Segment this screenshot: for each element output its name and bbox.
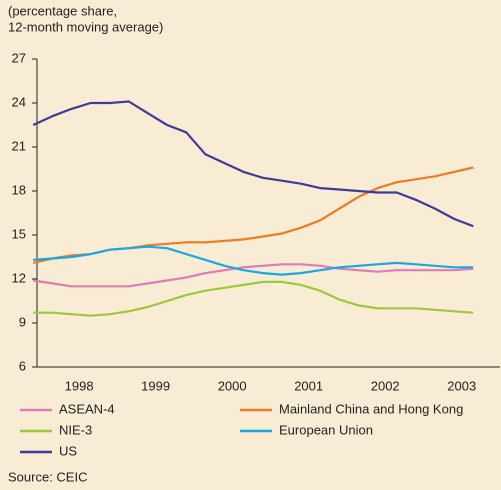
legend-label: US: [59, 443, 77, 458]
legend-label: NIE-3: [59, 422, 92, 437]
y-tick-label: 9: [19, 314, 26, 329]
x-tick-label: 1999: [141, 378, 170, 393]
x-tick-label: 1998: [65, 378, 94, 393]
y-tick-label: 15: [12, 226, 26, 241]
legend-label: Mainland China and Hong Kong: [279, 401, 463, 416]
legend-label: European Union: [279, 422, 373, 437]
line: [33, 280, 474, 317]
y-tick-label: 12: [12, 270, 26, 285]
y-tick-label: 27: [12, 50, 26, 65]
x-tick-label: 2002: [371, 378, 400, 393]
source: Source: CEIC: [8, 469, 87, 484]
y-tick-label: 24: [12, 94, 26, 109]
x-tick-label: 2001: [294, 378, 323, 393]
y-tick-label: 18: [12, 182, 26, 197]
y-tick-label: 6: [19, 358, 26, 373]
x-tick-label: 2003: [447, 378, 476, 393]
x-tick-label: 2000: [218, 378, 247, 393]
line: [32, 100, 474, 228]
y-tick-label: 21: [12, 138, 26, 153]
legend-label: ASEAN-4: [59, 401, 115, 416]
line: [33, 263, 474, 288]
y-axis-title: (percentage share,: [8, 3, 117, 18]
line: [32, 166, 474, 264]
line: [33, 245, 474, 276]
y-axis-title: 12-month moving average): [8, 19, 163, 34]
